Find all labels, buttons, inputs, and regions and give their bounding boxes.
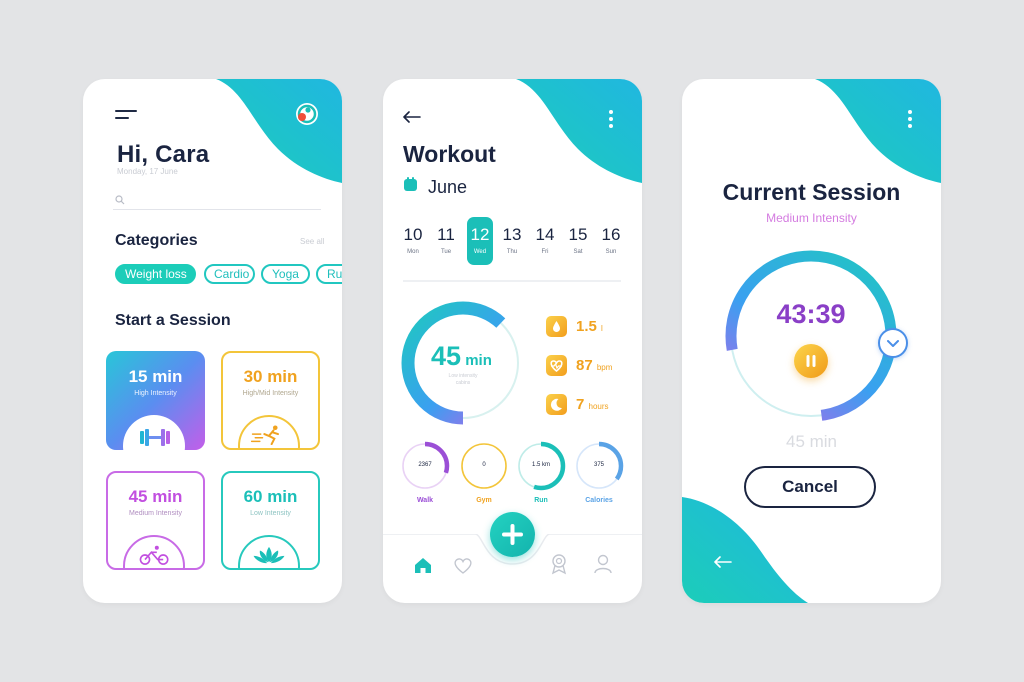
day-13[interactable]: 13 Thu xyxy=(502,225,522,255)
card-duration: 45 min xyxy=(128,487,183,506)
back-arrow-icon[interactable] xyxy=(714,556,732,568)
card-duration: 15 min xyxy=(128,367,183,386)
avatar[interactable] xyxy=(295,102,319,126)
calendar-icon xyxy=(404,177,417,191)
start-session-title: Start a Session xyxy=(115,312,231,329)
day-11[interactable]: 11 Tue xyxy=(437,225,455,255)
walk-value: 2367 xyxy=(418,462,432,468)
add-button[interactable] xyxy=(490,512,535,557)
run-ring xyxy=(516,441,566,491)
chip-yoga[interactable]: Yoga xyxy=(261,264,310,284)
day-15[interactable]: 15 Sat xyxy=(568,225,588,255)
menu-icon[interactable] xyxy=(115,110,137,124)
more-options-icon[interactable] xyxy=(607,108,615,130)
gym-ring xyxy=(459,441,509,491)
chip-weight-loss[interactable]: Weight loss xyxy=(115,264,196,284)
more-options-icon[interactable] xyxy=(906,108,914,130)
pause-button[interactable] xyxy=(794,344,828,378)
workout-screen: Workout June 10 Mon 11 Tue 12 Wed 13 Thu 14 F… xyxy=(383,79,642,603)
run-value: 1.5 km xyxy=(531,462,550,468)
session-card-60[interactable]: 60 min Low Intensity xyxy=(221,471,320,570)
gym-label: Gym xyxy=(476,497,492,504)
page-title: Current Session xyxy=(722,179,901,205)
heart-rate-icon xyxy=(546,355,567,376)
chevron-down-icon xyxy=(887,340,899,347)
duration-value: 45 min xyxy=(431,341,492,371)
search-input[interactable] xyxy=(113,209,321,210)
current-session-screen: Current Session Medium Intensity 43:39 4… xyxy=(682,79,941,603)
card-intensity: Medium Intensity xyxy=(129,510,182,517)
header-wave-decoration xyxy=(516,79,642,183)
cyclist-icon xyxy=(139,545,169,565)
calories-value: 375 xyxy=(593,462,604,468)
progress-handle[interactable] xyxy=(878,328,908,358)
duration-caption: Low intensity cabins xyxy=(448,373,478,386)
plus-icon xyxy=(502,524,523,545)
bottom-navigation xyxy=(383,534,642,565)
card-intensity: High/Mid Intensity xyxy=(242,390,299,397)
session-card-15[interactable]: 15 min High Intensity xyxy=(106,351,205,450)
heart-rate-value: 87 bpm xyxy=(576,357,613,374)
search-icon xyxy=(115,195,125,205)
calories-ring xyxy=(574,441,624,491)
calories-label: Calories xyxy=(585,497,613,504)
water-value: 1.5 l xyxy=(576,318,603,335)
session-total-duration: 45 min xyxy=(785,432,838,451)
day-10[interactable]: 10 Mon xyxy=(403,225,423,255)
sleep-value: 7 hours xyxy=(576,396,609,413)
day-16[interactable]: 16 Sun xyxy=(601,225,621,255)
award-icon[interactable] xyxy=(550,553,568,575)
dumbbell-icon xyxy=(140,429,170,446)
run-label: Run xyxy=(534,497,548,504)
date-label: Monday, 17 June xyxy=(117,167,178,176)
water-drop-icon xyxy=(546,316,567,337)
card-intensity: Low Intensity xyxy=(250,510,291,517)
header-wave-decoration xyxy=(815,79,941,183)
runner-icon xyxy=(250,425,279,445)
heart-icon[interactable] xyxy=(453,557,473,574)
session-card-30[interactable]: 30 min High/Mid Intensity xyxy=(221,351,320,450)
categories-title: Categories xyxy=(115,232,198,249)
home-screen: Hi, Cara Monday, 17 June Categories See … xyxy=(83,79,342,603)
greeting: Hi, Cara xyxy=(117,141,210,168)
day-12-selected[interactable]: 12 Wed xyxy=(467,217,493,265)
pause-icon xyxy=(806,355,816,367)
chip-cardio[interactable]: Cardio xyxy=(204,264,255,284)
intensity-subtitle: Medium Intensity xyxy=(766,211,857,225)
see-all-link[interactable]: See all xyxy=(300,237,325,246)
session-card-45[interactable]: 45 min Medium Intensity xyxy=(106,471,205,570)
card-duration: 60 min xyxy=(243,487,298,506)
chip-running[interactable]: Ru xyxy=(316,264,342,284)
session-timer: 43:39 xyxy=(776,299,846,329)
duration-progress-ring xyxy=(401,301,525,425)
walk-label: Walk xyxy=(416,497,434,504)
moon-icon xyxy=(546,394,567,415)
month-label: June xyxy=(428,177,468,197)
profile-icon[interactable] xyxy=(593,554,613,574)
cancel-button[interactable]: Cancel xyxy=(744,466,876,508)
gym-value: 0 xyxy=(482,462,486,468)
lotus-icon xyxy=(253,546,285,564)
footer-wave-decoration xyxy=(682,497,808,603)
card-duration: 30 min xyxy=(243,367,298,386)
walk-ring xyxy=(400,441,450,491)
page-title: Workout xyxy=(403,141,496,167)
card-intensity: High Intensity xyxy=(134,390,177,397)
day-14[interactable]: 14 Fri xyxy=(535,225,555,255)
home-icon[interactable] xyxy=(413,556,433,574)
divider xyxy=(403,280,621,282)
back-arrow-icon[interactable] xyxy=(403,111,421,123)
